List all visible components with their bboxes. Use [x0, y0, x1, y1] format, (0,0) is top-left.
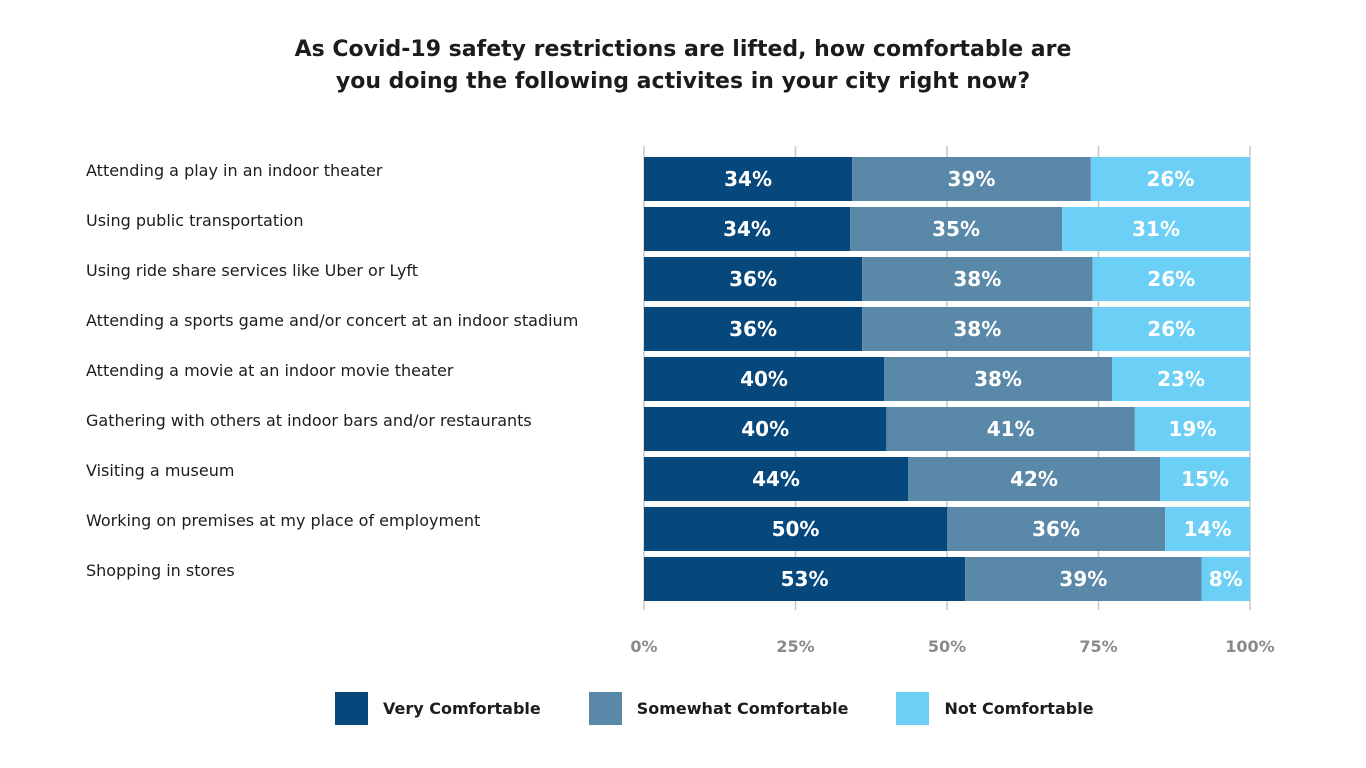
data-label: 42% — [1010, 467, 1058, 491]
legend-swatch-somewhat-comfortable — [588, 692, 622, 725]
data-label: 38% — [953, 267, 1001, 291]
data-label: 53% — [781, 567, 829, 591]
x-tick-label: 0% — [630, 637, 657, 656]
bar-segment — [644, 257, 863, 301]
chart-legend: Very Comfortable Somewhat Comfortable No… — [335, 692, 1142, 725]
legend-label-very-comfortable: Very Comfortable — [383, 699, 541, 718]
data-label: 40% — [741, 417, 789, 441]
legend-label-not-comfortable: Not Comfortable — [944, 699, 1094, 718]
data-label: 26% — [1147, 317, 1195, 341]
bar-segment — [644, 207, 851, 251]
bar-segment — [644, 557, 966, 601]
x-tick-label: 50% — [928, 637, 966, 656]
data-label: 41% — [987, 417, 1035, 441]
bar-segment — [1092, 257, 1250, 301]
bar-segment — [908, 457, 1160, 501]
x-tick-label: 100% — [1225, 637, 1274, 656]
bar-segment — [884, 357, 1112, 401]
bar-segment — [965, 557, 1202, 601]
data-label: 34% — [724, 167, 772, 191]
data-label: 8% — [1209, 567, 1243, 591]
category-label: Using public transportation — [86, 211, 303, 230]
bar-segment — [1112, 357, 1250, 401]
bar-segment — [862, 307, 1093, 351]
data-label: 36% — [729, 317, 777, 341]
bar-segment — [644, 407, 887, 451]
data-label: 36% — [1032, 517, 1080, 541]
chart-title-line-2: you doing the following activites in you… — [335, 69, 1031, 94]
bar-segment — [644, 457, 908, 501]
category-label: Visiting a museum — [86, 461, 234, 480]
data-label: 14% — [1184, 517, 1232, 541]
data-label: 34% — [723, 217, 771, 241]
bar-segment — [1160, 457, 1250, 501]
category-label: Shopping in stores — [86, 561, 235, 580]
category-label: Working on premises at my place of emplo… — [86, 511, 480, 530]
data-label: 26% — [1146, 167, 1194, 191]
bar-segment — [1092, 307, 1250, 351]
bar-segment — [1062, 207, 1250, 251]
legend-swatch-not-comfortable — [896, 692, 930, 725]
data-label: 19% — [1168, 417, 1216, 441]
data-label: 35% — [932, 217, 980, 241]
bar-segment — [644, 507, 947, 551]
category-label: Attending a movie at an indoor movie the… — [86, 361, 454, 380]
data-label: 26% — [1147, 267, 1195, 291]
category-label: Attending a sports game and/or concert a… — [86, 311, 578, 330]
data-label: 38% — [953, 317, 1001, 341]
bar-segment — [1165, 507, 1250, 551]
data-label: 36% — [729, 267, 777, 291]
chart-title-line-1: As Covid-19 safety restrictions are lift… — [294, 37, 1072, 62]
data-label: 39% — [948, 167, 996, 191]
data-label: 39% — [1059, 567, 1107, 591]
bar-segment — [850, 207, 1063, 251]
chart-title: As Covid-19 safety restrictions are lift… — [183, 34, 1183, 98]
bar-segment — [644, 307, 863, 351]
category-label: Gathering with others at indoor bars and… — [86, 411, 532, 430]
bar-segment — [644, 157, 853, 201]
data-label: 40% — [740, 367, 788, 391]
legend-item-very-comfortable: Very Comfortable — [335, 692, 541, 725]
bar-segment — [862, 257, 1093, 301]
legend-item-somewhat-comfortable: Somewhat Comfortable — [588, 692, 849, 725]
legend-label-somewhat-comfortable: Somewhat Comfortable — [636, 699, 849, 718]
bar-segment — [1134, 407, 1250, 451]
legend-swatch-very-comfortable — [335, 692, 368, 725]
data-label: 23% — [1157, 367, 1205, 391]
bar-segment — [886, 407, 1135, 451]
data-label: 38% — [974, 367, 1022, 391]
data-label: 44% — [752, 467, 800, 491]
data-label: 31% — [1132, 217, 1180, 241]
bar-segment — [1201, 557, 1250, 601]
legend-item-not-comfortable: Not Comfortable — [896, 692, 1094, 725]
category-label: Attending a play in an indoor theater — [86, 161, 383, 180]
data-label: 15% — [1181, 467, 1229, 491]
category-label: Using ride share services like Uber or L… — [86, 261, 418, 280]
bar-segment — [1090, 157, 1250, 201]
data-label: 50% — [772, 517, 820, 541]
bar-segment — [947, 507, 1166, 551]
bar-segment — [644, 357, 884, 401]
x-tick-label: 25% — [776, 637, 814, 656]
x-tick-label: 75% — [1079, 637, 1117, 656]
bar-segment — [852, 157, 1091, 201]
